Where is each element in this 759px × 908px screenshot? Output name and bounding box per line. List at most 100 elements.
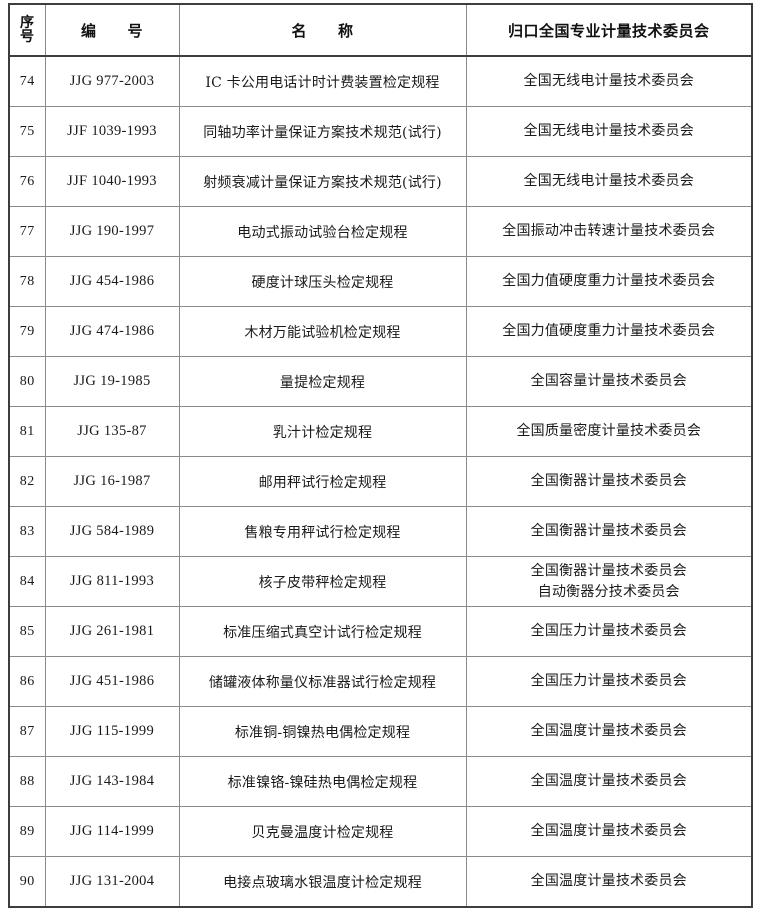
cell-name: 标准镍铬-镍硅热电偶检定规程 [178,756,467,807]
table-row: 79 JJG 474-1986 木材万能试验机检定规程 全国力值硬度重力计量技术… [8,306,753,357]
cell-committee: 全国衡器计量技术委员会 [465,506,753,557]
table-row: 83 JJG 584-1989 售粮专用秤试行检定规程 全国衡器计量技术委员会 [8,506,753,557]
cell-code: JJG 19-1985 [44,356,180,407]
cell-code: JJG 454-1986 [44,256,180,307]
committee-line: 全国力值硬度重力计量技术委员会 [502,273,716,290]
committee-line: 自动衡器分技术委员会 [537,583,680,600]
cell-name: 射频衰减计量保证方案技术规范(试行) [178,156,467,207]
cell-sequence: 85 [8,606,46,657]
table-row: 86 JJG 451-1986 储罐液体称量仪标准器试行检定规程 全国压力计量技… [8,656,753,707]
cell-code: JJG 977-2003 [44,55,180,107]
cell-name: 硬度计球压头检定规程 [178,256,467,307]
cell-sequence: 77 [8,206,46,257]
cell-sequence: 86 [8,656,46,707]
table-row: 77 JJG 190-1997 电动式振动试验台检定规程 全国振动冲击转速计量技… [8,206,753,257]
cell-code: JJG 115-1999 [44,706,180,757]
cell-name: 标准铜-铜镍热电偶检定规程 [178,706,467,757]
cell-sequence: 90 [8,856,46,908]
cell-name: 贝克曼温度计检定规程 [178,806,467,857]
cell-code: JJG 131-2004 [44,856,180,908]
table-row: 87 JJG 115-1999 标准铜-铜镍热电偶检定规程 全国温度计量技术委员… [8,706,753,757]
cell-sequence: 76 [8,156,46,207]
committee-line: 全国衡器计量技术委员会 [530,473,687,490]
cell-code: JJG 584-1989 [44,506,180,557]
cell-sequence: 78 [8,256,46,307]
cell-name: 储罐液体称量仪标准器试行检定规程 [178,656,467,707]
committee-line: 全国温度计量技术委员会 [530,773,687,790]
column-header-sequence-line-2: 号 [20,29,35,45]
cell-committee: 全国无线电计量技术委员会 [465,156,753,207]
table-row: 80 JJG 19-1985 量提检定规程 全国容量计量技术委员会 [8,356,753,407]
column-header-sequence-line-1: 序 [20,15,35,31]
table-body: 74 JJG 977-2003 IC 卡公用电话计时计费装置检定规程 全国无线电… [8,55,753,908]
cell-committee: 全国温度计量技术委员会 [465,806,753,857]
table-row: 85 JJG 261-1981 标准压缩式真空计试行检定规程 全国压力计量技术委… [8,606,753,657]
cell-committee: 全国力值硬度重力计量技术委员会 [465,256,753,307]
cell-code: JJF 1040-1993 [44,156,180,207]
document-page: 序 号 编 号 名 称 归口全国专业计量技术委员会 74 JJG 977-200… [8,3,753,908]
cell-sequence: 80 [8,356,46,407]
cell-sequence: 74 [8,55,46,107]
cell-name: 邮用秤试行检定规程 [178,456,467,507]
cell-sequence: 84 [8,556,46,607]
cell-committee: 全国振动冲击转速计量技术委员会 [465,206,753,257]
cell-name: 标准压缩式真空计试行检定规程 [178,606,467,657]
committee-line: 全国振动冲击转速计量技术委员会 [502,223,716,240]
cell-committee: 全国质量密度计量技术委员会 [465,406,753,457]
cell-code: JJG 261-1981 [44,606,180,657]
committee-line: 全国压力计量技术委员会 [530,623,687,640]
table-row: 81 JJG 135-87 乳汁计检定规程 全国质量密度计量技术委员会 [8,406,753,457]
cell-committee: 全国无线电计量技术委员会 [465,55,753,107]
cell-sequence: 87 [8,706,46,757]
table-row: 74 JJG 977-2003 IC 卡公用电话计时计费装置检定规程 全国无线电… [8,55,753,107]
cell-code: JJG 474-1986 [44,306,180,357]
committee-line: 全国容量计量技术委员会 [530,373,687,390]
cell-name: 电接点玻璃水银温度计检定规程 [178,856,467,908]
cell-code: JJG 143-1984 [44,756,180,807]
committee-line: 全国无线电计量技术委员会 [523,123,694,140]
cell-sequence: 75 [8,106,46,157]
cell-sequence: 83 [8,506,46,557]
column-header-sequence: 序 号 [8,3,46,57]
cell-sequence: 79 [8,306,46,357]
cell-committee: 全国无线电计量技术委员会 [465,106,753,157]
cell-code: JJG 451-1986 [44,656,180,707]
cell-committee: 全国衡器计量技术委员会 [465,456,753,507]
committee-line: 全国温度计量技术委员会 [530,723,687,740]
cell-code: JJG 16-1987 [44,456,180,507]
cell-name: 木材万能试验机检定规程 [178,306,467,357]
cell-name: 核子皮带秤检定规程 [178,556,467,607]
table-row: 88 JJG 143-1984 标准镍铬-镍硅热电偶检定规程 全国温度计量技术委… [8,756,753,807]
column-header-code: 编 号 [44,3,180,57]
cell-committee: 全国压力计量技术委员会 [465,656,753,707]
committee-line: 全国无线电计量技术委员会 [523,173,694,190]
committee-line: 全国压力计量技术委员会 [530,673,687,690]
cell-sequence: 81 [8,406,46,457]
table-row: 78 JJG 454-1986 硬度计球压头检定规程 全国力值硬度重力计量技术委… [8,256,753,307]
table-row: 82 JJG 16-1987 邮用秤试行检定规程 全国衡器计量技术委员会 [8,456,753,507]
committee-line: 全国质量密度计量技术委员会 [516,423,702,440]
cell-name: 售粮专用秤试行检定规程 [178,506,467,557]
cell-committee: 全国衡器计量技术委员会 自动衡器分技术委员会 [465,556,753,607]
cell-code: JJG 114-1999 [44,806,180,857]
cell-sequence: 82 [8,456,46,507]
committee-line: 全国温度计量技术委员会 [530,873,687,890]
cell-committee: 全国温度计量技术委员会 [465,756,753,807]
table-row: 75 JJF 1039-1993 同轴功率计量保证方案技术规范(试行) 全国无线… [8,106,753,157]
cell-name: IC 卡公用电话计时计费装置检定规程 [178,55,467,107]
table-header: 序 号 编 号 名 称 归口全国专业计量技术委员会 [8,3,753,57]
cell-committee: 全国温度计量技术委员会 [465,706,753,757]
cell-name: 电动式振动试验台检定规程 [178,206,467,257]
table-row: 90 JJG 131-2004 电接点玻璃水银温度计检定规程 全国温度计量技术委… [8,856,753,908]
committee-line: 全国衡器计量技术委员会 [530,523,687,540]
table-row: 89 JJG 114-1999 贝克曼温度计检定规程 全国温度计量技术委员会 [8,806,753,857]
cell-name: 同轴功率计量保证方案技术规范(试行) [178,106,467,157]
cell-code: JJG 811-1993 [44,556,180,607]
table-row: 84 JJG 811-1993 核子皮带秤检定规程 全国衡器计量技术委员会 自动… [8,556,753,607]
cell-code: JJG 135-87 [44,406,180,457]
cell-code: JJG 190-1997 [44,206,180,257]
committee-line: 全国衡器计量技术委员会 [530,563,687,580]
committee-line: 全国力值硬度重力计量技术委员会 [502,323,716,340]
table-row: 76 JJF 1040-1993 射频衰减计量保证方案技术规范(试行) 全国无线… [8,156,753,207]
cell-sequence: 89 [8,806,46,857]
